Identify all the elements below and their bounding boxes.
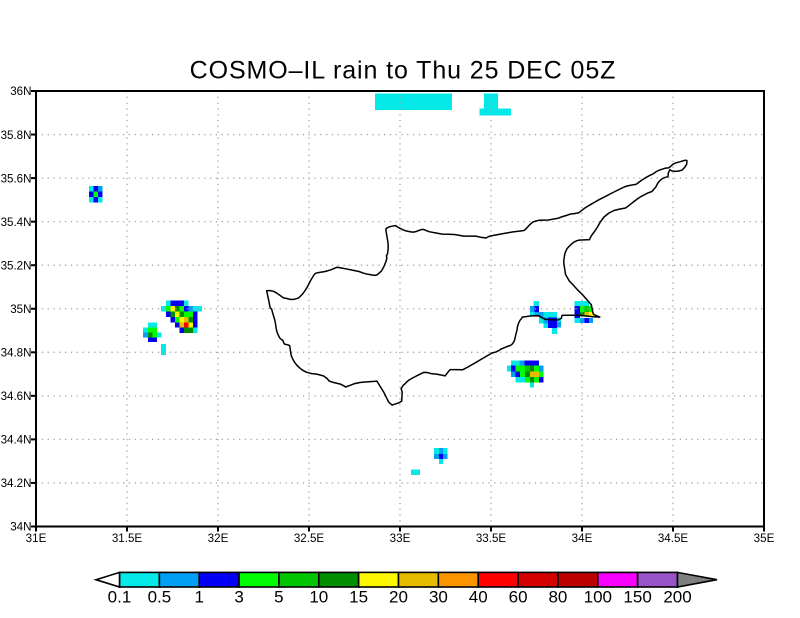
svg-text:35N: 35N	[10, 303, 31, 316]
svg-text:3: 3	[234, 588, 243, 607]
svg-text:31.5E: 31.5E	[112, 532, 143, 545]
svg-text:0.1: 0.1	[108, 588, 132, 607]
svg-text:32.5E: 32.5E	[294, 532, 325, 545]
svg-text:35.6N: 35.6N	[1, 172, 32, 185]
svg-text:36N: 36N	[10, 85, 31, 98]
svg-text:35E: 35E	[754, 532, 775, 545]
svg-text:34.4N: 34.4N	[1, 434, 32, 447]
svg-text:20: 20	[389, 588, 408, 607]
svg-text:COSMO–IL rain to Thu 25 DEC 05: COSMO–IL rain to Thu 25 DEC 05Z	[190, 57, 617, 85]
svg-text:32E: 32E	[208, 532, 229, 545]
svg-text:0.5: 0.5	[148, 588, 172, 607]
svg-text:34.2N: 34.2N	[1, 477, 32, 490]
svg-text:40: 40	[469, 588, 488, 607]
svg-text:35.2N: 35.2N	[1, 259, 32, 272]
svg-text:35.8N: 35.8N	[1, 129, 32, 142]
svg-text:150: 150	[623, 588, 651, 607]
svg-text:31E: 31E	[26, 532, 47, 545]
svg-text:100: 100	[584, 588, 612, 607]
svg-text:1: 1	[194, 588, 203, 607]
svg-text:30: 30	[429, 588, 448, 607]
svg-text:15: 15	[349, 588, 368, 607]
svg-text:34.8N: 34.8N	[1, 347, 32, 360]
svg-text:200: 200	[663, 588, 691, 607]
svg-text:5: 5	[274, 588, 283, 607]
svg-text:34N: 34N	[10, 521, 31, 534]
svg-text:10: 10	[309, 588, 328, 607]
svg-text:34.6N: 34.6N	[1, 390, 32, 403]
svg-text:34E: 34E	[572, 532, 593, 545]
svg-text:35.4N: 35.4N	[1, 216, 32, 229]
svg-text:33.5E: 33.5E	[476, 532, 507, 545]
svg-text:60: 60	[509, 588, 528, 607]
svg-text:33E: 33E	[390, 532, 411, 545]
svg-text:34.5E: 34.5E	[658, 532, 689, 545]
svg-text:80: 80	[548, 588, 567, 607]
